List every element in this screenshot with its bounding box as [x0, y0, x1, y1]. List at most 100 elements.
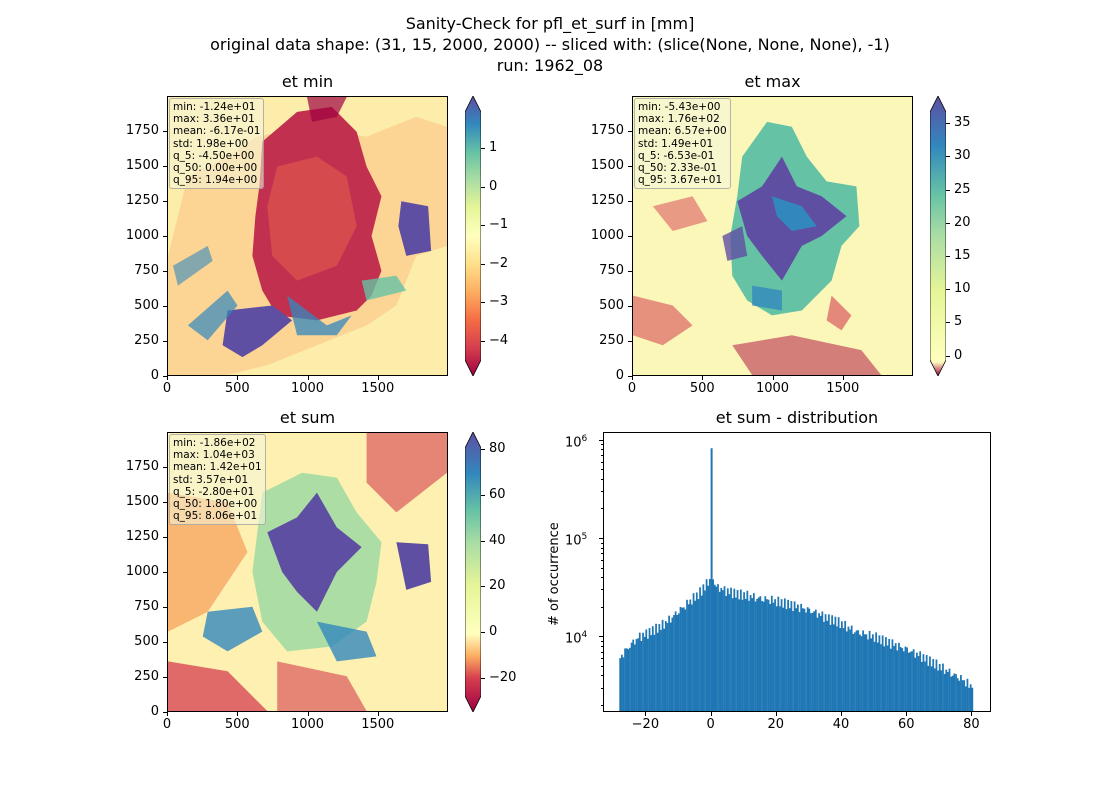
dist-ytick-minor [601, 651, 603, 653]
et_min-ytick-mark [163, 341, 167, 342]
et_min-xtick-label: 1500 [361, 381, 395, 396]
et_sum-ytick-mark [163, 607, 167, 608]
histogram-bar [806, 607, 809, 712]
histogram-bar [739, 589, 742, 712]
histogram-bar [896, 650, 899, 712]
histogram-bar [704, 590, 706, 712]
et-max-map-image [633, 97, 912, 375]
dist-ytick-label: 105 [565, 530, 587, 548]
et_min-ytick-mark [163, 271, 167, 272]
dist-ylabel: # of occurrence [547, 522, 562, 626]
histogram-bar [956, 678, 959, 712]
histogram-bar [831, 615, 834, 712]
histogram-bar [656, 632, 659, 712]
et_max-xtick-label: 0 [627, 381, 637, 396]
histogram-bar [960, 675, 962, 712]
et_min-ytick-label: 0 [150, 368, 159, 383]
histogram-bar [663, 628, 666, 712]
dist-xtick-label: 0 [706, 717, 715, 732]
histogram-bar [951, 675, 954, 712]
histogram-bar [888, 638, 891, 712]
dist-xtick-label: 60 [897, 717, 915, 732]
histogram-bar [660, 629, 662, 712]
et-min-colorbar [465, 96, 481, 376]
histogram-bar [839, 628, 842, 712]
histogram-bar [730, 587, 732, 712]
dist-ytick-minor [601, 589, 603, 591]
dist-ytick-minor [601, 577, 603, 579]
et_max-cbar-tick-label: 25 [954, 181, 971, 197]
histogram-bar [950, 676, 953, 712]
dist-ytick-base: 10 [565, 533, 582, 549]
et_min-xtick-mark [377, 376, 379, 380]
histogram-bar [754, 601, 757, 712]
et_min-xtick-mark [307, 376, 309, 380]
histogram-bar [945, 669, 948, 712]
dist-ytick-minor [601, 606, 603, 608]
histogram-bar [870, 638, 873, 712]
et_max-xtick-label: 1000 [755, 381, 790, 396]
histogram-bar [841, 621, 843, 712]
histogram-bar [700, 595, 703, 712]
histogram-bar [686, 599, 688, 712]
et_min-cbar-tick-label: −1 [489, 217, 509, 233]
histogram-bar [803, 608, 806, 712]
et_sum-ytick-label: 0 [150, 704, 159, 719]
dist-ytick-mark [599, 538, 603, 540]
et_min-cbar-tick-mark [481, 302, 485, 304]
histogram-bar [922, 654, 925, 712]
histogram-bar [948, 668, 951, 712]
histogram-bar [969, 684, 972, 712]
histogram-bar [695, 592, 698, 712]
et_max-xtick-label: 500 [689, 381, 715, 396]
et_max-cbar-tick-mark [946, 123, 950, 125]
histogram-bar [810, 613, 812, 712]
et_min-cbar-tick-label: 1 [489, 140, 498, 156]
dist-ytick-label: 104 [565, 628, 587, 646]
histogram-bar [723, 586, 726, 712]
histogram-bar [648, 628, 651, 712]
histogram-bar [751, 598, 754, 712]
dist-ytick-exponent: 6 [581, 433, 588, 444]
et_min-ytick-label: 500 [134, 298, 159, 313]
et_min-ytick-mark [163, 306, 167, 307]
et_max-cbar-tick-label: 35 [954, 115, 971, 131]
dist-ytick-mark [599, 636, 603, 638]
histogram-bar [966, 678, 969, 712]
histogram-bar [800, 603, 803, 712]
et-min-map-image [168, 97, 447, 375]
histogram-bar [847, 626, 850, 712]
histogram-bar [930, 666, 933, 712]
et_max-ytick-mark [628, 236, 632, 237]
dist-ytick-base: 10 [565, 435, 582, 451]
histogram-bar [736, 589, 739, 712]
histogram-bar [912, 649, 915, 712]
histogram-bar [767, 599, 770, 712]
histogram-bar [798, 612, 801, 712]
histogram-bar [857, 630, 860, 712]
dist-xtick-label: −20 [631, 717, 660, 732]
et_max-ytick-mark [628, 306, 632, 307]
histogram-bar [858, 634, 861, 712]
et_sum-ytick-label: 1500 [125, 494, 159, 509]
et-sum-colorbar [465, 432, 481, 712]
histogram-bar [645, 629, 648, 712]
et_min-ytick-label: 1500 [125, 158, 159, 173]
histogram-bar [625, 648, 628, 712]
figure-suptitle-line3: run: 1962_08 [496, 56, 604, 75]
histogram-bar [819, 615, 822, 712]
et-sum-title: et sum [279, 408, 336, 427]
histogram-bar [937, 670, 939, 712]
histogram-bar [844, 620, 847, 712]
et_sum-ytick-label: 250 [134, 669, 159, 684]
histogram-bar [827, 614, 830, 712]
histogram-bar [955, 674, 957, 712]
et_min-cbar-tick-mark [481, 186, 485, 188]
et_max-ytick-mark [628, 376, 632, 377]
histogram-bar [681, 607, 684, 712]
et_max-cbar-tick-label: 20 [954, 214, 971, 230]
et_max-ytick-mark [628, 166, 632, 167]
dist-xtick-mark [906, 712, 908, 716]
histogram-bar [953, 673, 956, 712]
et-min-title: et min [281, 72, 334, 91]
